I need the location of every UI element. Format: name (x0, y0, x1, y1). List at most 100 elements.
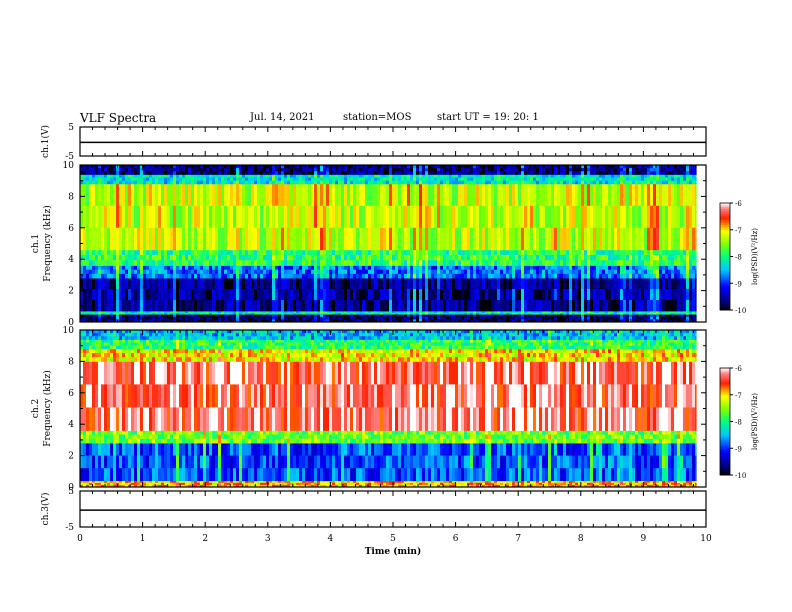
spectrogram-cell (593, 289, 597, 301)
spectrogram-cell (221, 249, 225, 256)
spectrogram-cell (353, 265, 357, 271)
spectrogram-cell (149, 269, 153, 275)
spectrogram-cell (170, 205, 174, 229)
spectrogram-cell (242, 171, 246, 175)
spectrogram-cell (185, 265, 189, 271)
spectrogram-cell (257, 273, 261, 279)
spectrogram-cell (665, 177, 669, 182)
spectrogram-cell (158, 260, 162, 266)
spectrogram-cell (458, 313, 462, 315)
spectrogram-cell (428, 311, 432, 314)
spectrogram-cell (596, 300, 600, 312)
spectrogram-cell (272, 316, 276, 320)
spectrogram-cell (365, 165, 369, 169)
spectrogram-cell (278, 177, 282, 182)
spectrogram-cell (647, 289, 651, 301)
spectrogram-cell (692, 260, 696, 266)
spectrogram-cell (647, 300, 651, 312)
spectrogram-cell (602, 269, 606, 275)
spectrogram-cell (332, 249, 336, 256)
spectrogram-cell (650, 311, 654, 314)
spectrogram-cell (398, 174, 402, 178)
spectrogram-cell (668, 265, 672, 271)
spectrogram-cell (80, 168, 84, 172)
spectrogram-cell (293, 174, 297, 178)
spectrogram-cell (317, 183, 321, 207)
spectrogram-cell (575, 227, 579, 251)
spectrogram-cell (389, 205, 393, 229)
spectrogram-cell (506, 180, 510, 185)
spectrogram-cell (446, 316, 450, 320)
spectrogram-cell (245, 255, 249, 261)
spectrogram-cell (302, 168, 306, 172)
spectrogram-cell (416, 168, 420, 172)
spectrogram-cell (86, 300, 90, 312)
spectrogram-cell (386, 311, 390, 314)
spectrogram-cell (335, 311, 339, 314)
spectrogram-cell (350, 273, 354, 279)
spectrogram-cell (437, 180, 441, 185)
spectrogram-cell (623, 165, 627, 169)
spectrogram-cell (260, 180, 264, 185)
spectrogram-cell (563, 300, 567, 312)
spectrogram-cell (203, 300, 207, 312)
spectrogram-cell (383, 177, 387, 182)
spectrogram-cell (554, 183, 558, 207)
spectrogram-cell (143, 205, 147, 229)
spectrogram-cell (164, 316, 168, 320)
spectrogram-cell (617, 171, 621, 175)
spectrogram-cell (275, 168, 279, 172)
spectrogram-cell (407, 174, 411, 178)
spectrogram-cell (338, 319, 342, 322)
spectrogram-cell (578, 316, 582, 320)
spectrogram-cell (434, 183, 438, 207)
spectrogram-cell (260, 249, 264, 256)
spectrogram-cell (599, 265, 603, 271)
spectrogram-cell (305, 177, 309, 182)
spectrogram-cell (539, 255, 543, 261)
spectrogram-cell (323, 300, 327, 312)
spectrogram-cell (188, 319, 192, 322)
spectrogram-cell (533, 316, 537, 320)
spectrogram-cell (653, 168, 657, 172)
spectrogram-cell (119, 314, 123, 318)
spectrogram-cell (113, 273, 117, 279)
spectrogram-cell (107, 260, 111, 266)
spectrogram-cell (665, 255, 669, 261)
spectrogram-cell (443, 183, 447, 207)
spectrogram-cell (413, 278, 417, 290)
spectrogram-cell (650, 273, 654, 279)
spectrogram-cell (281, 171, 285, 175)
spectrogram-cell (659, 319, 663, 322)
spectrogram-cell (182, 265, 186, 271)
spectrogram-cell (575, 265, 579, 271)
spectrogram-cell (389, 249, 393, 256)
spectrogram-cell (164, 260, 168, 266)
spectrogram-cell (374, 265, 378, 271)
spectrogram-cell (629, 269, 633, 275)
spectrogram-cell (104, 269, 108, 275)
spectrogram-cell (155, 183, 159, 207)
spectrogram-cell (626, 205, 630, 229)
spectrogram-cell (659, 165, 663, 169)
spectrogram-cell (320, 168, 324, 172)
spectrogram-cell (578, 265, 582, 271)
spectrogram-cell (335, 255, 339, 261)
spectrogram-cell (617, 313, 621, 315)
spectrogram-cell (230, 174, 234, 178)
spectrogram-cell (497, 311, 501, 314)
spectrogram-cell (542, 227, 546, 251)
spectrogram-cell (599, 278, 603, 290)
spectrogram-cell (98, 180, 102, 185)
spectrogram-cell (116, 269, 120, 275)
spectrogram-cell (686, 183, 690, 207)
spectrogram-cell (551, 174, 555, 178)
spectrogram-cell (611, 171, 615, 175)
spectrogram-cell (380, 183, 384, 207)
spectrogram-cell (530, 180, 534, 185)
spectrogram-cell (602, 168, 606, 172)
spectrogram-cell (83, 269, 87, 275)
spectrogram-cell (635, 249, 639, 256)
spectrogram-cell (299, 260, 303, 266)
spectrogram-cell (158, 227, 162, 251)
